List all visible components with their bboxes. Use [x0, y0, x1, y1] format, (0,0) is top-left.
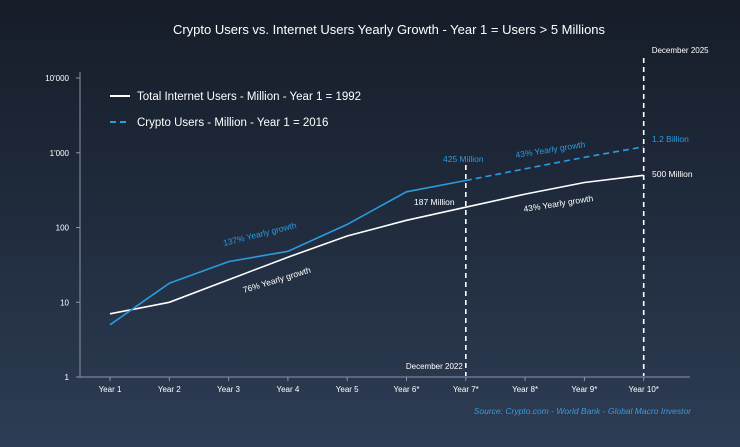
annotation-internet-growth-late: 43% Yearly growth	[523, 193, 594, 214]
series-line-crypto-projection	[465, 146, 644, 182]
chart-title: Crypto Users vs. Internet Users Yearly G…	[173, 22, 606, 37]
series-line-internet	[109, 174, 644, 315]
x-tick-label: Year 1	[99, 385, 122, 394]
annotation-crypto-1-2b: 1.2 Billion	[652, 134, 689, 144]
legend-crypto-label: Crypto Users - Million - Year 1 = 2016	[137, 117, 328, 129]
reference-line-label: December 2025	[652, 46, 709, 55]
annotation-internet-500m: 500 Million	[652, 169, 693, 179]
annotation-internet-growth-early: 76% Yearly growth	[242, 265, 313, 295]
y-tick-label: 100	[56, 224, 70, 233]
annotation-crypto-425: 425 Million	[443, 154, 484, 164]
legend: Total Internet Users - Million - Year 1 …	[110, 91, 361, 129]
x-tick-label: Year 4	[276, 385, 299, 394]
reference-line-label: December 2022	[406, 362, 463, 371]
x-tick-label: Year 3	[217, 385, 240, 394]
x-tick-label: Year 5	[336, 385, 359, 394]
legend-internet-label: Total Internet Users - Million - Year 1 …	[137, 91, 361, 103]
series-line-crypto-actual	[109, 179, 466, 326]
x-tick-label: Year 2	[158, 385, 181, 394]
x-tick-label: Year 9*	[571, 385, 597, 394]
y-tick-label: 10'000	[45, 74, 69, 83]
annotation-crypto-growth-early: 137% Yearly growth	[222, 220, 298, 248]
annotation-crypto-growth-late: 43% Yearly growth	[515, 139, 586, 160]
x-tick-label: Year 7*	[453, 385, 479, 394]
source-note: Source: Crypto.com - World Bank - Global…	[474, 406, 692, 416]
x-tick-label: Year 8*	[512, 385, 538, 394]
y-tick-label: 10	[60, 298, 69, 307]
y-tick-label: 1	[65, 373, 70, 382]
x-tick-label: Year 10*	[628, 385, 658, 394]
y-tick-label: 1'000	[50, 149, 70, 158]
annotation-internet-187: 187 Million	[414, 197, 455, 207]
x-tick-label: Year 6*	[394, 385, 420, 394]
